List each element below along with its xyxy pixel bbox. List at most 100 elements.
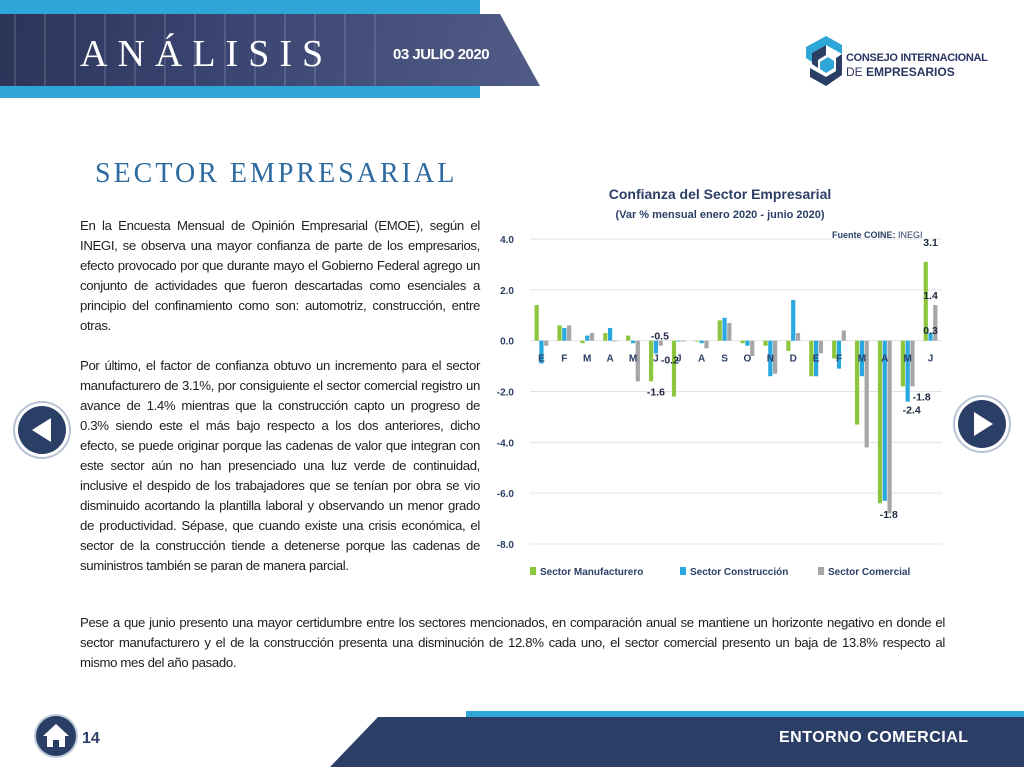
x-tick-label: J bbox=[653, 354, 659, 365]
arrow-left-icon bbox=[32, 418, 51, 442]
page-title: ANÁLISIS bbox=[80, 33, 334, 75]
chart-source-value: INEGI bbox=[898, 230, 923, 240]
bar bbox=[763, 340, 768, 346]
bar bbox=[900, 340, 905, 387]
x-tick-label: J bbox=[676, 354, 682, 365]
x-tick-label: A bbox=[881, 354, 888, 365]
bar bbox=[567, 325, 572, 341]
data-label: -1.8 bbox=[880, 509, 898, 521]
chart-source: Fuente COINE: INEGI bbox=[832, 230, 923, 240]
bar bbox=[877, 340, 883, 504]
data-label: 0.3 bbox=[923, 325, 938, 337]
bar bbox=[791, 300, 796, 341]
logo-text-prefix: DE bbox=[846, 65, 863, 79]
footer-accent-stripe bbox=[466, 711, 1024, 719]
x-tick-label: F bbox=[561, 354, 567, 365]
bar bbox=[671, 340, 677, 397]
y-tick-label: -6.0 bbox=[497, 489, 515, 500]
previous-page-button[interactable] bbox=[15, 403, 69, 457]
y-tick-label: 0.0 bbox=[500, 337, 514, 348]
x-tick-label: E bbox=[813, 354, 820, 365]
bar bbox=[933, 305, 938, 341]
paragraph-1: En la Encuesta Mensual de Opinión Empres… bbox=[80, 218, 480, 333]
legend-swatch bbox=[818, 567, 824, 575]
bar bbox=[585, 335, 590, 341]
logo-text-line1: CONSEJO INTERNACIONAL bbox=[846, 52, 988, 64]
logo-text-main: EMPRESARIOS bbox=[866, 65, 955, 79]
bar bbox=[836, 340, 842, 369]
chart-title: Confianza del Sector Empresarial bbox=[609, 186, 832, 202]
logo-icon bbox=[806, 36, 842, 86]
header-banner bbox=[0, 14, 540, 86]
arrow-right-icon bbox=[974, 412, 993, 436]
data-label: 1.4 bbox=[923, 290, 938, 302]
bar bbox=[795, 333, 801, 341]
bar bbox=[750, 340, 755, 356]
chart-source-label: Fuente COINE: bbox=[832, 230, 896, 240]
bar bbox=[658, 340, 663, 346]
bar bbox=[557, 325, 562, 341]
bar bbox=[745, 340, 750, 346]
x-tick-label: M bbox=[858, 354, 866, 365]
logo-text-line2: DE EMPRESARIOS bbox=[846, 65, 955, 79]
bar bbox=[905, 340, 910, 402]
bar bbox=[887, 340, 892, 514]
bar bbox=[809, 340, 814, 377]
paragraph-2: Por último, el factor de confianza obtuv… bbox=[80, 358, 480, 573]
bar bbox=[854, 340, 860, 425]
section-title: SECTOR EMPRESARIAL bbox=[95, 158, 458, 189]
page-date: 03 JULIO 2020 bbox=[393, 46, 490, 63]
legend-swatch bbox=[530, 567, 536, 575]
bar bbox=[676, 340, 681, 342]
bar bbox=[910, 340, 915, 387]
data-label: -0.5 bbox=[651, 330, 669, 342]
x-tick-label: E bbox=[538, 354, 545, 365]
legend-label: Sector Comercial bbox=[828, 567, 910, 578]
bar bbox=[832, 340, 837, 359]
bar bbox=[539, 340, 544, 364]
paragraph-3: Pese a que junio presento una mayor cert… bbox=[80, 615, 945, 670]
bar bbox=[681, 340, 686, 342]
next-page-button[interactable] bbox=[955, 397, 1009, 451]
bar bbox=[626, 335, 631, 341]
bar bbox=[635, 340, 640, 382]
bar bbox=[580, 340, 585, 344]
bar bbox=[589, 333, 595, 341]
bar bbox=[699, 340, 704, 344]
header-city-background bbox=[0, 14, 380, 86]
bar bbox=[722, 317, 727, 341]
bar bbox=[608, 327, 613, 341]
y-tick-label: -2.0 bbox=[497, 388, 515, 399]
x-tick-label: M bbox=[629, 354, 637, 365]
bar bbox=[923, 261, 928, 341]
bar bbox=[882, 340, 887, 501]
legend-label: Sector Manufacturero bbox=[540, 567, 643, 578]
bar bbox=[534, 305, 539, 341]
bar bbox=[630, 340, 636, 344]
legend-swatch bbox=[680, 567, 686, 575]
chart-subtitle: (Var % mensual enero 2020 - junio 2020) bbox=[615, 209, 824, 221]
bar bbox=[814, 340, 819, 377]
y-tick-label: 2.0 bbox=[500, 286, 514, 297]
confidence-bar-chart: Confianza del Sector Empresarial (Var % … bbox=[497, 186, 942, 578]
x-tick-label: N bbox=[767, 354, 774, 365]
x-tick-label: O bbox=[744, 354, 752, 365]
bar bbox=[773, 340, 778, 374]
footer-banner bbox=[330, 717, 1024, 767]
bar bbox=[648, 340, 654, 382]
bar bbox=[786, 340, 791, 351]
bar bbox=[818, 340, 824, 354]
data-label: -2.4 bbox=[903, 405, 921, 417]
bar bbox=[544, 340, 549, 346]
x-tick-label: J bbox=[928, 354, 934, 365]
data-label: -1.6 bbox=[647, 386, 665, 398]
bar bbox=[612, 340, 618, 342]
home-button[interactable] bbox=[36, 716, 76, 756]
bar bbox=[694, 340, 699, 342]
data-label: -1.8 bbox=[913, 391, 931, 403]
bar bbox=[603, 333, 608, 341]
y-tick-label: -8.0 bbox=[497, 540, 515, 551]
data-label: -0.2 bbox=[661, 354, 679, 366]
x-tick-label: M bbox=[583, 354, 591, 365]
bar bbox=[740, 340, 745, 344]
